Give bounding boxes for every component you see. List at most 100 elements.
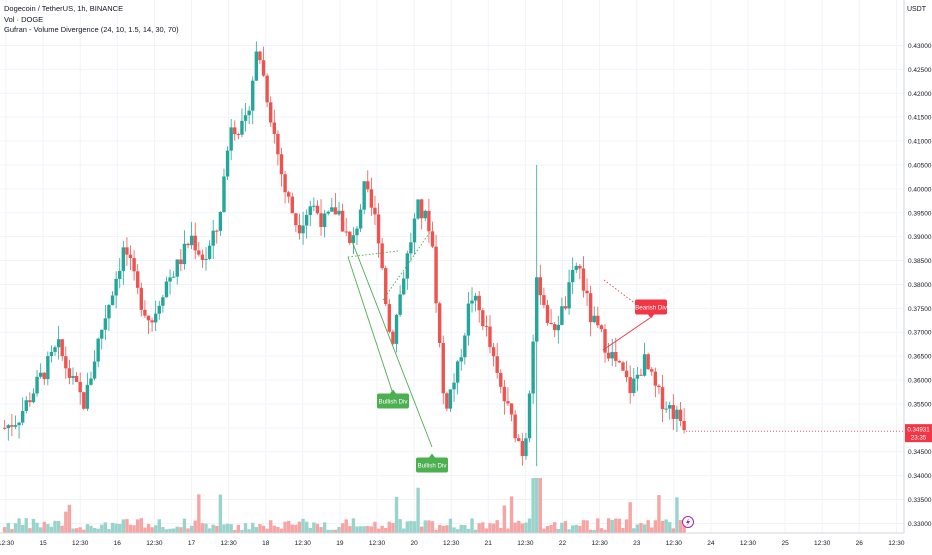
- price-tick-label: 0.38000: [908, 282, 932, 289]
- candle-body: [233, 127, 237, 135]
- volume-bar: [394, 496, 399, 533]
- volume-bar: [610, 519, 614, 533]
- volume-bar: [182, 518, 187, 533]
- candle-body: [380, 243, 384, 269]
- volume-bar: [650, 527, 654, 533]
- candle-body: [639, 374, 643, 376]
- candle-body: [175, 259, 179, 277]
- volume-bar: [452, 527, 456, 533]
- volume-bar: [28, 528, 32, 533]
- volume-bar: [236, 524, 241, 533]
- volume-bar: [538, 478, 543, 533]
- candle-body: [279, 154, 284, 175]
- volume-bar: [46, 524, 50, 533]
- candle-body: [326, 211, 330, 214]
- candle-body: [67, 368, 72, 378]
- candle-body: [312, 205, 316, 207]
- candle-body: [13, 425, 18, 427]
- candle-body: [243, 115, 248, 121]
- price-tick-label: 0.42000: [908, 91, 932, 98]
- volume-bar: [416, 487, 420, 533]
- candle-body: [340, 210, 345, 232]
- candle-body: [100, 329, 104, 339]
- candle-body: [459, 357, 463, 362]
- candle-body: [283, 174, 287, 193]
- volume-bar: [38, 527, 43, 533]
- candle-body: [517, 438, 521, 441]
- candle-body: [369, 189, 374, 208]
- candle-body: [599, 325, 604, 330]
- volume-bar: [412, 521, 417, 533]
- candle-body: [110, 295, 115, 306]
- candle-body: [247, 110, 251, 116]
- price-tick-label: 0.38500: [908, 258, 932, 265]
- volume-bar: [366, 525, 370, 533]
- candle-body: [197, 250, 201, 255]
- volume-bar: [215, 525, 219, 533]
- candle-body: [520, 440, 525, 457]
- volume-bar: [13, 523, 18, 533]
- candle-body: [387, 304, 392, 332]
- legend-indicator[interactable]: Gufran - Volume Divergence (24, 10, 1.5,…: [4, 25, 179, 34]
- volume-bar: [315, 523, 320, 533]
- volume-bar: [527, 518, 532, 533]
- candle-body: [319, 213, 323, 227]
- candle-body: [236, 134, 241, 136]
- grid-layer: [0, 0, 904, 533]
- last-price-value: 0.34931: [907, 427, 930, 434]
- volume-bar: [153, 525, 158, 533]
- candle-body: [74, 375, 79, 382]
- volume-bar: [100, 524, 104, 533]
- candle-body: [24, 400, 28, 412]
- candle-body: [6, 425, 10, 429]
- candle-body: [222, 176, 226, 212]
- candle-body: [240, 120, 244, 135]
- candle-body: [466, 303, 471, 336]
- price-tick-label: 0.37500: [908, 306, 932, 313]
- candle-body: [139, 287, 143, 310]
- candle-body: [495, 356, 499, 373]
- volume-bar: [545, 526, 550, 533]
- candle-body: [143, 309, 147, 316]
- volume-bar: [384, 527, 388, 533]
- time-tick-label: 12:30: [295, 540, 312, 547]
- currency-label[interactable]: USDT: [906, 6, 926, 13]
- volume-bar: [211, 524, 215, 533]
- last-price-countdown: 23:35: [911, 435, 927, 442]
- volume-bar: [351, 518, 356, 533]
- legend-symbol[interactable]: Dogecoin / TetherUS, 1h, BINANCE: [4, 4, 124, 13]
- time-tick-label: 22: [559, 540, 567, 547]
- candle-body: [592, 315, 596, 323]
- candle-body: [96, 338, 100, 362]
- price-tick-label: 0.42500: [908, 67, 932, 74]
- candle-body: [682, 421, 686, 431]
- candle-body: [556, 324, 560, 331]
- candle-body: [254, 51, 259, 81]
- candle-body: [402, 278, 406, 295]
- volume-bar: [596, 518, 600, 533]
- volume-bar: [427, 520, 431, 533]
- candle-body: [322, 213, 327, 227]
- volume-bar: [455, 529, 460, 533]
- candle-body: [204, 258, 208, 260]
- time-tick-label: 12:30: [146, 540, 163, 547]
- candle-body: [168, 277, 172, 282]
- volume-bar: [301, 518, 305, 533]
- candle-body: [258, 51, 262, 61]
- volume-bar: [269, 520, 273, 533]
- label-pointer: [648, 314, 654, 319]
- candle-body: [46, 356, 50, 380]
- volume-bar: [506, 528, 510, 533]
- candle-body: [621, 362, 625, 371]
- volume-bar: [254, 527, 259, 533]
- volume-bar: [542, 528, 546, 533]
- volume-bar: [286, 520, 291, 533]
- time-tick-label: 25: [781, 540, 789, 547]
- legend-volume[interactable]: Vol · DOGE: [4, 14, 44, 24]
- candle-body: [78, 381, 82, 393]
- volume-bar: [171, 528, 176, 533]
- candle-body: [509, 403, 514, 415]
